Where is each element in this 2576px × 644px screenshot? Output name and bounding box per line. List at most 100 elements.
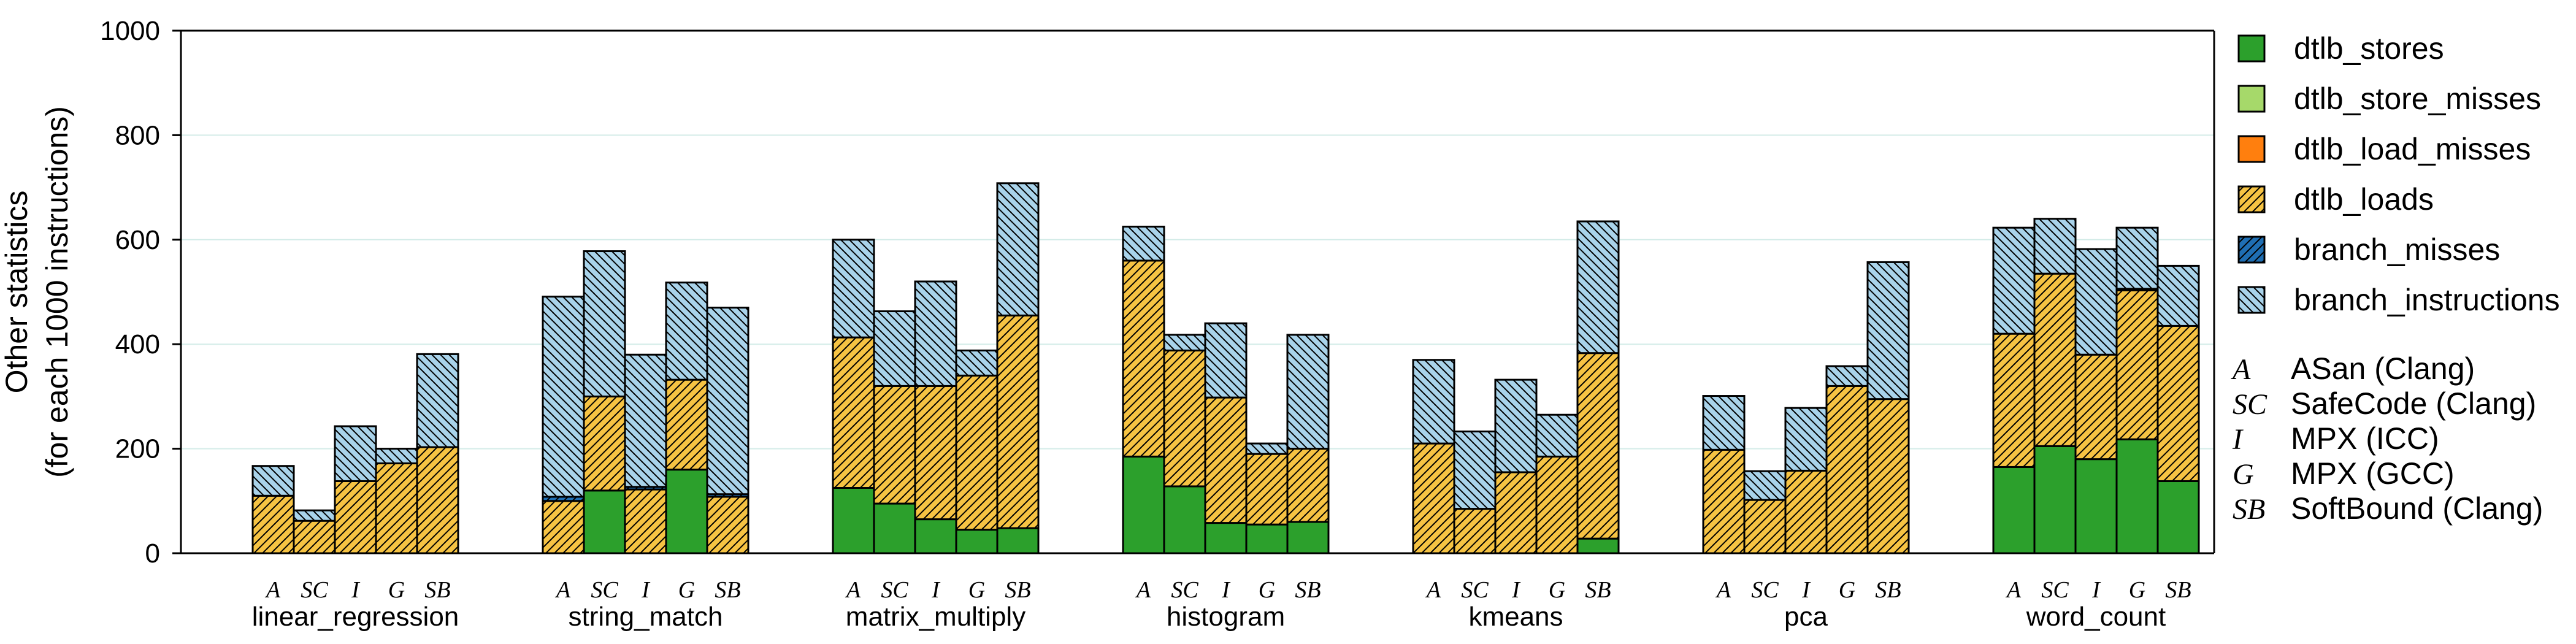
bar-segment-dtlb_stores [1992, 466, 2036, 554]
bar-label: A [2005, 577, 2022, 603]
bar-hatch-dtlb_loads [2034, 274, 2076, 447]
bar-label: I [1511, 577, 1521, 603]
bar-hatch-branch_instructions [335, 426, 376, 481]
legend-abbr-label: MPX (ICC) [2291, 421, 2439, 456]
bar-label: SC [591, 577, 618, 603]
bar-hatch-dtlb_loads [625, 489, 666, 553]
legend-abbr: SC [2233, 388, 2267, 421]
legend-abbr: SB [2233, 493, 2265, 526]
bar-hatch-dtlb_loads [833, 337, 874, 488]
bar-hatch-branch_instructions [1123, 226, 1164, 261]
bar-label: SC [1461, 577, 1489, 603]
bar-hatch-branch_misses [625, 486, 666, 490]
bar-label: SB [1005, 577, 1030, 603]
group-label: word_count [2026, 602, 2166, 632]
bar-segment-dtlb_stores [2074, 458, 2118, 554]
bar-hatch-branch_instructions [1577, 221, 1619, 353]
legend: dtlb_stores dtlb_store_misses dtlb_load_mi… [2231, 31, 2560, 526]
bar-label: SC [2041, 577, 2069, 603]
bar-hatch-branch_instructions [707, 307, 748, 494]
group-label: kmeans [1468, 602, 1563, 632]
bar-hatch-branch_instructions [376, 448, 417, 464]
bar-hatch-dtlb_loads [874, 386, 915, 504]
bar-hatch-branch_instructions [1703, 396, 1744, 450]
bar-hatch-dtlb_loads [1744, 500, 1785, 553]
bar-label: G [1549, 577, 1565, 603]
legend-abbr-label: SafeCode (Clang) [2291, 386, 2536, 421]
bar-hatch-dtlb_loads [294, 521, 335, 553]
bar-hatch-dtlb_loads [1123, 260, 1164, 457]
bar-hatch-branch_instructions [584, 251, 625, 397]
bar-hatch-dtlb_loads [1287, 448, 1328, 522]
y-tick-label: 600 [115, 225, 160, 255]
bar-hatch-dtlb_loads [1246, 454, 1287, 525]
bar-segment-dtlb_stores [665, 469, 708, 554]
bar-label: A [845, 577, 861, 603]
bar-segment-dtlb_stores [1245, 523, 1289, 554]
bars-layer [251, 182, 2200, 554]
bar-label: SC [1751, 577, 1779, 603]
bar-label: SB [2165, 577, 2191, 603]
bar-hatch-dtlb_loads [417, 447, 458, 553]
bar-hatch-dtlb_loads [335, 481, 376, 553]
legend-label: dtlb_store_misses [2294, 82, 2541, 116]
bar-hatch-dtlb_loads [666, 380, 707, 470]
bar-hatch-branch_instructions [1454, 431, 1495, 509]
bar-label: SC [301, 577, 328, 603]
bar-hatch-branch_instructions [1868, 262, 1909, 399]
bar-hatch-branch_instructions [1413, 359, 1454, 444]
bar-hatch-branch_misses [707, 494, 748, 497]
bar-hatch-dtlb_loads [543, 500, 584, 553]
bar-hatch-branch_misses [543, 496, 584, 501]
legend-hatch-branch_misses [2239, 237, 2264, 263]
bar-hatch-branch_instructions [1827, 366, 1868, 386]
bar-hatch-branch_instructions [417, 354, 458, 448]
bar-segment-dtlb_stores [996, 527, 1040, 554]
bar-hatch-dtlb_loads [253, 496, 294, 553]
bar-hatch-branch_instructions [1495, 380, 1536, 472]
bar-label: G [1839, 577, 1855, 603]
bar-hatch-branch_instructions [2117, 228, 2158, 289]
legend-swatch-dtlb_load_misses [2237, 135, 2266, 163]
bar-hatch-dtlb_loads [1827, 386, 1868, 553]
bar-hatch-dtlb_loads [1785, 470, 1827, 553]
legend-abbr: A [2231, 353, 2251, 386]
bar-segment-dtlb_stores [1286, 521, 1330, 554]
bar-hatch-dtlb_loads [1454, 508, 1495, 553]
bar-label: I [1801, 577, 1811, 603]
bar-hatch-dtlb_loads [376, 463, 417, 553]
bar-hatch-dtlb_loads [1205, 397, 1246, 523]
legend-abbr-label: MPX (GCC) [2291, 456, 2455, 491]
bar-segment-dtlb_stores [1122, 455, 1165, 554]
bar-segment-dtlb_stores [2115, 438, 2159, 554]
bar-hatch-branch_instructions [253, 466, 294, 496]
labels-layer: A SC I G SB A SC I G SB A SC I G SB A SC I G SB A SC I G SB A SC I G… [252, 577, 2191, 632]
group-label: pca [1784, 602, 1828, 632]
group-label: linear_regression [252, 602, 459, 632]
bar-hatch-branch_instructions [915, 281, 956, 386]
legend-label: dtlb_load_misses [2294, 132, 2531, 166]
axis-layer: 0 200 400 600 800 1000 Other statistics (for ea… [0, 16, 2215, 569]
bar-label: G [678, 577, 695, 603]
bar-segment-dtlb_stores [1204, 522, 1248, 554]
y-tick-label: 400 [115, 329, 160, 359]
bar-hatch-branch_instructions [1744, 471, 1785, 500]
bar-label: SB [424, 577, 450, 603]
group-label: matrix_multiply [846, 602, 1025, 632]
bar-hatch-dtlb_loads [1703, 450, 1744, 553]
bar-segment-dtlb_stores [914, 518, 957, 554]
bar-hatch-dtlb_loads [997, 315, 1038, 529]
bar-hatch-branch_instructions [1246, 443, 1287, 454]
bar-label: I [931, 577, 941, 603]
bar-hatch-dtlb_loads [1413, 443, 1454, 553]
bar-hatch-branch_instructions [625, 355, 666, 487]
bar-hatch-branch_instructions [666, 282, 707, 380]
bar-hatch-dtlb_loads [2076, 355, 2117, 459]
bar-hatch-branch_instructions [956, 350, 997, 376]
bar-hatch-dtlb_loads [1577, 353, 1619, 539]
bar-segment-dtlb_stores [955, 529, 999, 554]
bar-segment-dtlb_stores [873, 502, 916, 554]
bar-hatch-dtlb_loads [584, 396, 625, 491]
bar-segment-dtlb_stores [832, 487, 875, 554]
bar-hatch-branch_instructions [2034, 218, 2076, 274]
